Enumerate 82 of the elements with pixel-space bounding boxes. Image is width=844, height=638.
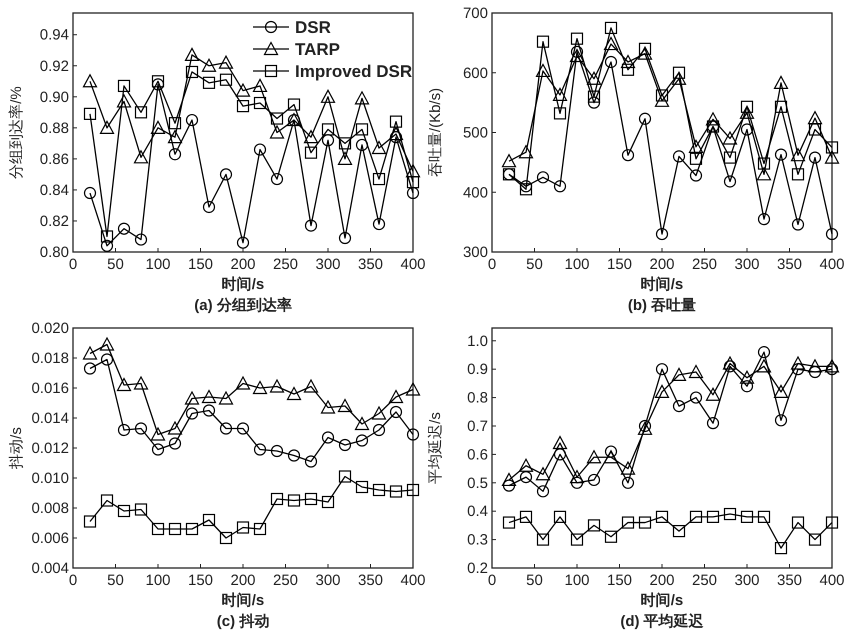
x-tick-label: 400 <box>819 572 844 589</box>
x-tick-label: 250 <box>272 572 298 589</box>
x-tick-label: 50 <box>107 572 124 589</box>
x-tick-label: 0 <box>488 256 496 273</box>
legend-label: Improved DSR <box>295 62 412 81</box>
y-tick-label: 0.94 <box>40 26 69 44</box>
y-tick-label: 0.80 <box>40 244 69 261</box>
x-tick-label: 250 <box>272 256 298 273</box>
x-tick-label: 300 <box>315 256 341 273</box>
y-tick-label: 0.84 <box>40 182 69 199</box>
y-axis-title: 分组到达率/% <box>8 86 25 179</box>
x-tick-label: 0 <box>68 256 78 273</box>
x-tick-label: 400 <box>400 256 426 273</box>
x-axis-title: 时间/s <box>222 592 264 609</box>
x-tick-label: 0 <box>68 572 78 589</box>
y-tick-label: 400 <box>462 184 488 202</box>
y-tick-label: 0.90 <box>40 88 69 106</box>
x-tick-label: 200 <box>649 572 675 589</box>
y-tick-label: 0.018 <box>31 350 69 367</box>
x-tick-label: 0 <box>488 572 496 589</box>
x-tick-label: 300 <box>734 572 760 589</box>
y-tick-label: 300 <box>462 244 488 261</box>
y-tick-label: 0.2 <box>467 560 488 577</box>
x-tick-label: 150 <box>606 256 632 273</box>
y-tick-label: 0.86 <box>40 150 69 168</box>
y-tick-label: 0.7 <box>467 418 488 435</box>
y-tick-label: 700 <box>462 5 488 22</box>
y-tick-label: 0.010 <box>31 470 69 487</box>
x-tick-label: 150 <box>188 572 214 589</box>
text: (c) 抖动 <box>216 613 270 630</box>
x-tick-label: 50 <box>107 256 124 273</box>
x-tick-label: 250 <box>692 572 718 589</box>
y-tick-label: 500 <box>462 124 488 142</box>
x-tick-label: 100 <box>564 256 590 273</box>
y-axis-title: 平均延迟/s <box>427 412 444 484</box>
y-tick-label: 0.012 <box>31 440 69 457</box>
x-tick-label: 400 <box>819 256 844 273</box>
y-tick-label: 0.016 <box>31 380 69 397</box>
x-tick-label: 100 <box>145 572 171 589</box>
x-tick-label: 350 <box>358 572 384 589</box>
y-tick-label: 0.3 <box>467 532 488 549</box>
y-tick-label: 0.82 <box>40 212 69 230</box>
text: (b) 吞吐量 <box>628 297 696 314</box>
x-axis-title: 时间/s <box>222 276 264 293</box>
y-tick-label: 0.92 <box>40 58 69 75</box>
y-axis-title: 吞吐量/(Kb/s) <box>427 88 444 178</box>
text: (d) 平均延迟 <box>620 613 705 630</box>
y-tick-label: 0.5 <box>467 474 488 492</box>
x-axis-title: 时间/s <box>640 276 684 293</box>
legend-label: DSR <box>295 18 331 37</box>
y-tick-label: 600 <box>462 64 488 82</box>
y-tick-label: 0.004 <box>31 560 69 577</box>
y-tick-label: 0.014 <box>31 410 69 427</box>
x-tick-label: 400 <box>400 572 426 589</box>
x-tick-label: 100 <box>145 256 171 273</box>
y-tick-label: 0.008 <box>31 500 69 517</box>
x-tick-label: 200 <box>230 256 256 273</box>
y-tick-label: 0.6 <box>467 446 488 464</box>
x-tick-label: 50 <box>526 256 543 273</box>
x-tick-label: 350 <box>776 256 802 273</box>
y-tick-label: 0.020 <box>31 320 69 337</box>
y-tick-label: 0.4 <box>467 503 488 520</box>
x-tick-label: 250 <box>692 256 718 273</box>
x-tick-label: 200 <box>230 572 256 589</box>
text: (a) 分组到达率 <box>194 296 292 314</box>
y-axis-title: 抖动/s <box>8 427 25 470</box>
x-tick-label: 200 <box>649 256 675 273</box>
y-tick-label: 0.88 <box>40 120 69 137</box>
x-axis-title: 时间/s <box>640 592 684 609</box>
x-tick-label: 150 <box>606 572 632 589</box>
x-tick-label: 300 <box>734 256 760 273</box>
x-tick-label: 300 <box>315 572 341 589</box>
x-tick-label: 100 <box>564 572 590 589</box>
x-tick-label: 50 <box>526 572 543 589</box>
x-tick-label: 150 <box>188 256 214 273</box>
y-tick-label: 0.006 <box>31 530 69 547</box>
y-tick-label: 1.0 <box>467 332 488 350</box>
x-tick-label: 350 <box>358 256 384 273</box>
y-tick-label: 0.9 <box>467 361 488 378</box>
y-tick-label: 0.8 <box>467 390 488 407</box>
legend-label: TARP <box>295 40 340 59</box>
x-tick-label: 350 <box>776 572 802 589</box>
